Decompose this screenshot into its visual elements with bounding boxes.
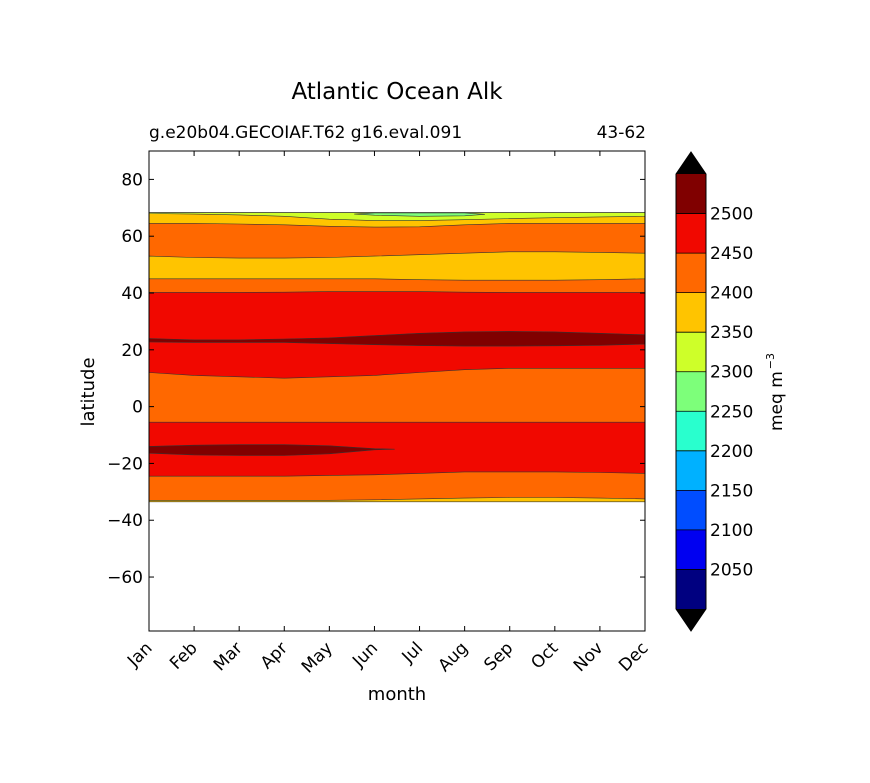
x-tick-label: May xyxy=(298,638,337,677)
y-tick-label: 80 xyxy=(121,170,143,190)
colorbar-tick-label: 2250 xyxy=(710,402,753,422)
x-tick-label: Mar xyxy=(210,638,247,675)
colorbar-label-unit: meq m xyxy=(767,371,787,431)
x-tick-label: Nov xyxy=(570,638,608,676)
x-tick-label: Sep xyxy=(480,638,517,675)
colorbar-tick-label: 2500 xyxy=(710,205,753,225)
colorbar-segment xyxy=(676,411,706,451)
contour-band-6 xyxy=(354,212,485,217)
colorbar-segment xyxy=(676,529,706,570)
colorbar: 2050 2100 2150 2200 2250 2300 2350 2400 2450 2500 xyxy=(675,151,753,632)
x-tick-label: Apr xyxy=(257,638,292,673)
colorbar-tick-label: 2050 xyxy=(710,560,753,580)
colorbar-tick-label: 2100 xyxy=(710,521,753,541)
x-tick-label: Dec xyxy=(615,638,652,675)
y-tick-label: −60 xyxy=(107,568,143,588)
y-tick-label: 40 xyxy=(121,284,143,304)
y-axis-ticks: 80 60 40 20 0 −20 −40 −60 xyxy=(107,170,645,588)
chart-subtitle-left: g.e20b04.GECOIAF.T62 g16.eval.091 xyxy=(149,123,462,143)
colorbar-tick-label: 2200 xyxy=(710,442,753,462)
y-tick-label: −40 xyxy=(107,511,143,531)
x-axis-label: month xyxy=(368,684,426,705)
y-tick-label: 0 xyxy=(132,398,143,418)
colorbar-segment xyxy=(676,332,706,372)
x-tick-label: Feb xyxy=(166,638,201,673)
contour-band-3 xyxy=(148,368,646,423)
colorbar-tick-label: 2400 xyxy=(710,284,753,304)
colorbar-outline xyxy=(675,151,707,632)
colorbar-label-exponent: −3 xyxy=(764,353,777,369)
chart-subtitle-right: 43-62 xyxy=(597,123,646,143)
colorbar-extend-under xyxy=(676,609,706,631)
colorbar-segment xyxy=(676,569,706,609)
x-tick-label: Oct xyxy=(527,638,562,673)
chart-title: Atlantic Ocean Alk xyxy=(291,79,503,105)
plot-frame xyxy=(148,150,646,632)
colorbar-segment xyxy=(676,174,706,214)
colorbar-tick-label: 2350 xyxy=(710,323,753,343)
colorbar-segment xyxy=(676,450,706,491)
x-tick-label: Jun xyxy=(348,638,382,672)
colorbar-tick-label: 2300 xyxy=(710,363,753,383)
x-tick-label: Jul xyxy=(398,638,427,667)
colorbar-segment xyxy=(676,253,706,293)
y-tick-label: 60 xyxy=(121,227,143,247)
contour-bands xyxy=(148,212,646,503)
contour-band-8 xyxy=(148,444,395,456)
colorbar-label: meq m −3 xyxy=(764,353,787,431)
colorbar-tick-label: 2450 xyxy=(710,244,753,264)
colorbar-segment xyxy=(676,213,706,254)
colorbar-extend-over xyxy=(676,152,706,174)
colorbar-segment xyxy=(676,371,706,412)
y-tick-label: 20 xyxy=(121,341,143,361)
x-tick-label: Jan xyxy=(123,638,156,671)
y-tick-label: −20 xyxy=(107,454,143,474)
colorbar-segment xyxy=(676,292,706,333)
colorbar-tick-label: 2150 xyxy=(710,481,753,501)
colorbar-segment xyxy=(676,490,706,530)
y-axis-label: latitude xyxy=(78,357,99,426)
x-tick-label: Aug xyxy=(435,638,473,676)
